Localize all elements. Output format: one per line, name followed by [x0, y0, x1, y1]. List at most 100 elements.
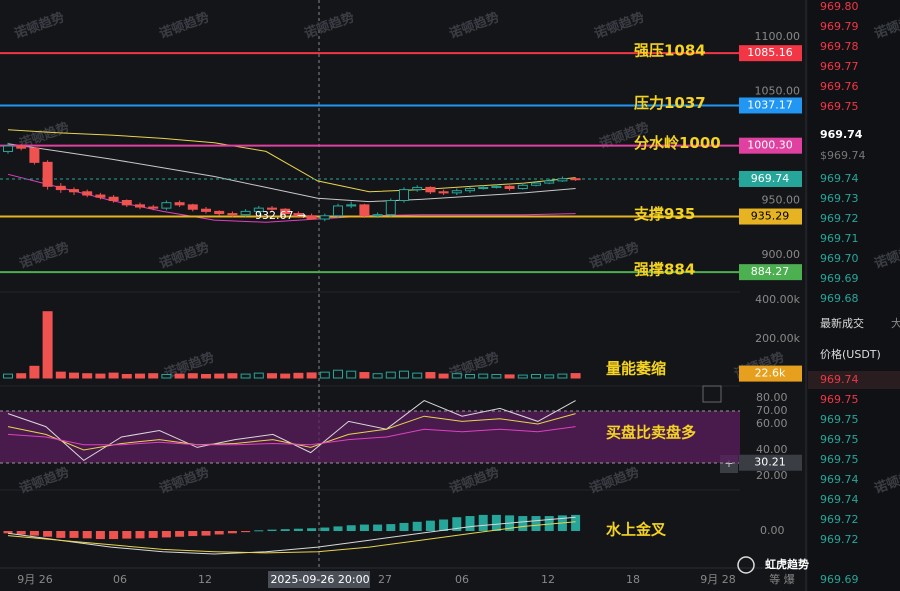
x-tick-label: 等 爆: [769, 572, 795, 586]
level-annotation: 分水岭1000: [634, 134, 721, 152]
macd-bar: [69, 531, 79, 538]
volume-bar: [187, 373, 198, 379]
ratio-tag: [739, 454, 802, 471]
candle-body: [82, 191, 93, 196]
y-tick-label: 70.00: [756, 404, 788, 417]
price-line: [7, 143, 576, 203]
ratio-annotation: 买盘比卖盘多: [606, 424, 696, 442]
macd-bar: [175, 531, 185, 537]
volume-bar: [438, 373, 449, 379]
ask-price: 969.80: [820, 0, 859, 13]
volume-bar: [214, 373, 225, 379]
volume-bar: [29, 365, 40, 379]
y-tick-label: 950.00: [762, 194, 801, 207]
macd-bar: [201, 531, 211, 536]
crosshair-time-bg: [268, 571, 370, 588]
trade-price: 969.72: [820, 513, 859, 526]
volume-bar: [95, 373, 106, 379]
x-tick-label: 27: [378, 573, 392, 586]
price-tag: [739, 264, 802, 281]
candle-body: [491, 185, 502, 188]
volume-bar: [544, 374, 555, 379]
brand-logo: [737, 556, 755, 574]
macd-bar: [439, 519, 449, 531]
bid-price: 969.74: [820, 172, 859, 185]
macd-bar: [412, 521, 422, 531]
candle-body: [3, 145, 13, 152]
candle-body: [517, 184, 528, 190]
price-tag-label: 969.74: [751, 172, 790, 185]
volume-bar: [399, 370, 409, 379]
x-tick-label: 06: [455, 573, 469, 586]
y-tick-label: 1100.00: [755, 30, 801, 43]
volume-bar: [253, 372, 264, 379]
macd-bar: [491, 514, 501, 531]
candle-body: [29, 147, 40, 163]
price-line: [7, 129, 576, 193]
macd-line: [7, 521, 576, 554]
candle-body: [214, 210, 225, 215]
volume-bar: [570, 373, 581, 379]
trades-tab[interactable]: 最新成交: [820, 316, 864, 330]
candle-body: [240, 210, 251, 216]
volume-bar: [478, 373, 489, 379]
candle-body: [280, 208, 291, 215]
volume-bar: [82, 373, 93, 379]
ask-price: 969.77: [820, 60, 859, 73]
volume-bar: [346, 370, 357, 379]
volume-bar: [174, 373, 185, 379]
candle-body: [253, 207, 264, 212]
bid-price: 969.73: [820, 192, 859, 205]
candle-body: [135, 204, 145, 208]
macd-bar: [425, 520, 435, 531]
volume-bar: [121, 373, 132, 379]
macd-bar: [280, 529, 290, 531]
macd-bar: [399, 522, 409, 531]
macd-bar: [29, 531, 39, 536]
volume-bar: [359, 372, 370, 379]
expand-icon[interactable]: [702, 385, 722, 403]
macd-bar: [3, 531, 13, 534]
macd-bar: [478, 514, 488, 531]
trade-price: 969.75: [820, 393, 859, 406]
bid-price: 969.68: [820, 292, 859, 305]
candle-body: [465, 188, 475, 192]
volume-bar: [557, 373, 568, 379]
candle-body: [319, 215, 330, 220]
candle-body: [438, 191, 449, 194]
trade-highlight: [808, 371, 900, 389]
y-tick-label: 1050.00: [755, 85, 801, 98]
volume-bar: [465, 373, 475, 379]
macd-bar: [56, 531, 66, 538]
price-line: [7, 173, 576, 223]
bid-price: 969.72: [820, 212, 859, 225]
volume-bar: [280, 373, 291, 379]
candle-body: [267, 207, 277, 210]
trades-tab[interactable]: 大: [891, 316, 900, 330]
ask-price: 969.79: [820, 20, 859, 33]
macd-bar: [320, 527, 330, 531]
y-tick-label: 0.00: [760, 524, 785, 537]
macd-bar: [359, 524, 369, 531]
y-tick-label: 60.00: [756, 417, 788, 430]
last-price-usd: $969.74: [820, 149, 866, 162]
volume-annotation: 量能萎缩: [606, 360, 666, 378]
level-annotation: 支撑935: [633, 205, 695, 223]
price-tag: [739, 208, 802, 225]
candle-body: [95, 194, 106, 198]
macd-bar: [465, 516, 475, 531]
price-tag-label: 935.29: [751, 210, 790, 223]
volume-bar: [491, 373, 502, 379]
volume-bar: [42, 311, 53, 379]
trade-price: 969.75: [820, 433, 859, 446]
candle-body: [16, 145, 27, 149]
candle-body: [412, 186, 423, 191]
volume-bar: [201, 373, 211, 379]
y-tick-label: 400.00k: [755, 293, 800, 306]
volume-bar: [517, 374, 528, 379]
trades-header: 价格(USDT): [820, 347, 881, 361]
volume-bar: [161, 373, 172, 379]
candle-body: [161, 202, 172, 209]
